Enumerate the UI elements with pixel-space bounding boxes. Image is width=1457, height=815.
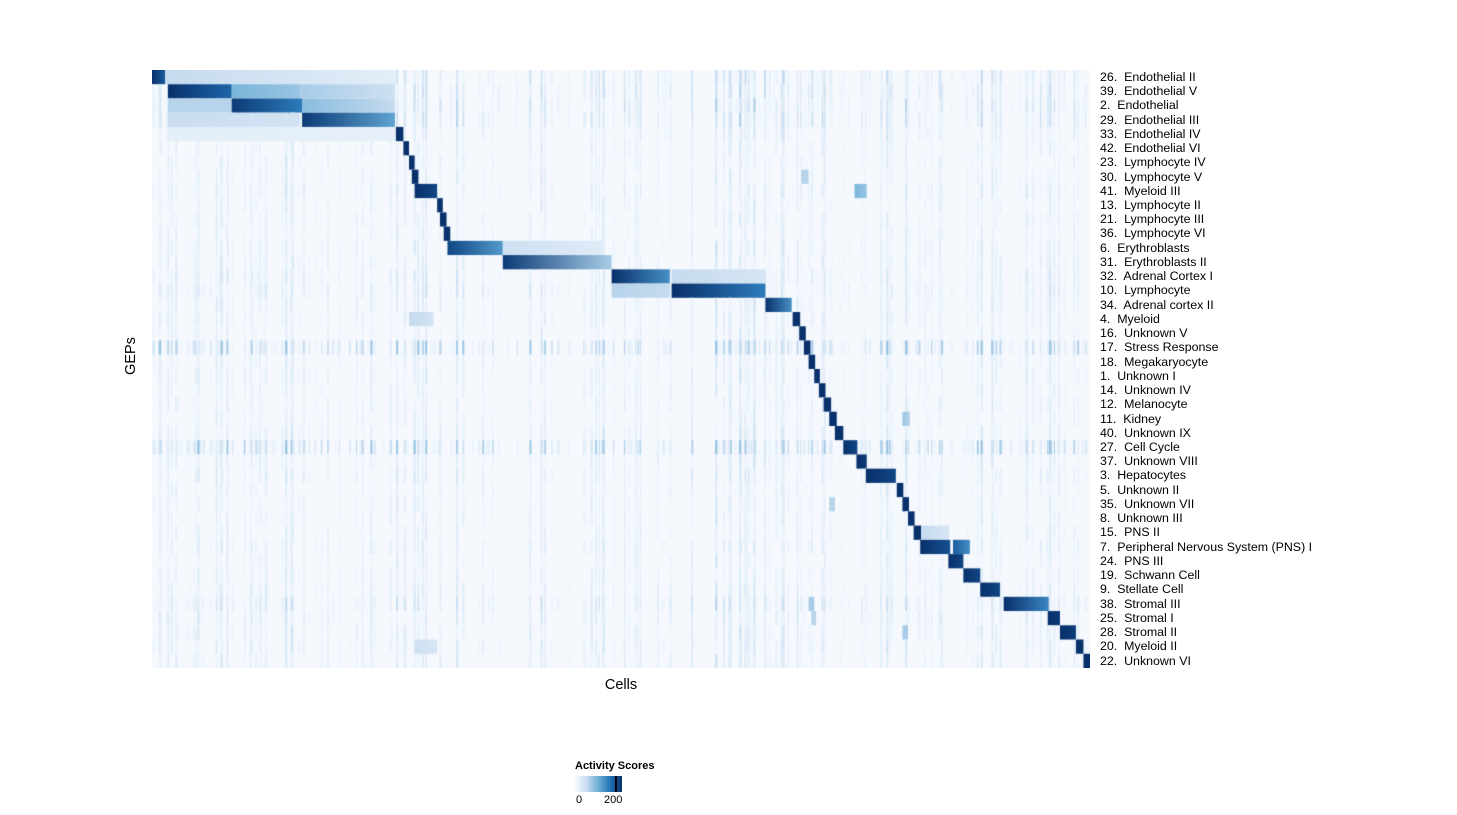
gep-row-label: 30. Lymphocyte V — [1100, 169, 1203, 184]
gep-row-label: 6. Erythroblasts — [1100, 240, 1190, 255]
gep-row-label: 10. Lymphocyte — [1100, 283, 1191, 298]
gep-row-label: 11. Kidney — [1100, 411, 1162, 426]
gep-row-label: 26. Endothelial II — [1100, 69, 1196, 84]
gep-row-label: 36. Lymphocyte VI — [1100, 226, 1206, 241]
gep-row-label: 31. Erythroblasts II — [1100, 254, 1207, 269]
gep-row-label: 39. Endothelial V — [1100, 84, 1198, 99]
legend-tick — [615, 776, 617, 792]
gep-row-label: 34. Adrenal cortex II — [1100, 297, 1214, 312]
gep-row-label: 17. Stress Response — [1100, 340, 1219, 355]
gep-row-label: 38. Stromal III — [1100, 596, 1181, 611]
gep-row-label: 13. Lymphocyte II — [1100, 198, 1201, 213]
legend-max-label: 200 — [604, 794, 623, 806]
colorbar-legend: Activity Scores 0 200 — [575, 760, 695, 808]
gep-row-labels: 26. Endothelial II 39. Endothelial V 2. En… — [1100, 70, 1455, 668]
gep-row-label: 7. Peripheral Nervous System (PNS) I — [1100, 539, 1313, 554]
legend-title: Activity Scores — [575, 760, 655, 772]
gep-row-label: 35. Unknown VII — [1100, 496, 1195, 511]
gep-row-label: 8. Unknown III — [1100, 511, 1183, 526]
gep-row-label: 40. Unknown IX — [1100, 425, 1191, 440]
legend-min-label: 0 — [576, 794, 583, 806]
gep-row-label: 23. Lymphocyte IV — [1100, 155, 1206, 170]
gep-row-label: 3. Hepatocytes — [1100, 468, 1187, 483]
gep-row-label: 28. Stromal II — [1100, 625, 1178, 640]
gep-row-label: 1. Unknown I — [1100, 368, 1176, 383]
gep-row-label: 5. Unknown II — [1100, 482, 1180, 497]
gep-row-label: 9. Stellate Cell — [1100, 582, 1184, 597]
gep-row-label: 25. Stromal I — [1100, 610, 1174, 625]
gep-row-label: 37. Unknown VIII — [1100, 454, 1198, 469]
heatmap-canvas — [152, 70, 1090, 668]
gep-row-label: 14. Unknown IV — [1100, 383, 1191, 398]
gep-row-label: 27. Cell Cycle — [1100, 440, 1180, 454]
gep-row-label: 21. Lymphocyte III — [1100, 212, 1205, 227]
gep-row-label: 32. Adrenal Cortex I — [1100, 269, 1213, 284]
legend-tick-labels: 0 200 — [575, 794, 635, 808]
gep-row-label: 12. Melanocyte — [1100, 397, 1188, 412]
gep-row-label: 16. Unknown V — [1100, 326, 1188, 341]
gep-row-label: 41. Myeloid III — [1100, 183, 1181, 198]
gep-row-label: 20. Myeloid II — [1100, 639, 1178, 654]
gep-row-label: 29. Endothelial III — [1100, 112, 1200, 127]
gep-row-label: 24. PNS III — [1100, 553, 1164, 568]
x-axis-label: Cells — [604, 677, 638, 693]
gep-row-label: 15. PNS II — [1100, 525, 1160, 540]
gep-row-label: 4. Myeloid — [1100, 311, 1160, 326]
gep-row-label: 2. Endothelial — [1100, 98, 1179, 113]
gep-row-label: 33. Endothelial IV — [1100, 126, 1201, 141]
gep-row-label: 22. Unknown VI — [1100, 653, 1191, 668]
gep-row-label: 18. Megakaryocyte — [1100, 354, 1209, 369]
legend-gradient-bar — [575, 776, 622, 792]
gep-row-label: 19. Schwann Cell — [1100, 568, 1200, 583]
y-axis-label: GEPs — [122, 337, 139, 375]
gep-row-label: 42. Endothelial VI — [1100, 141, 1201, 156]
